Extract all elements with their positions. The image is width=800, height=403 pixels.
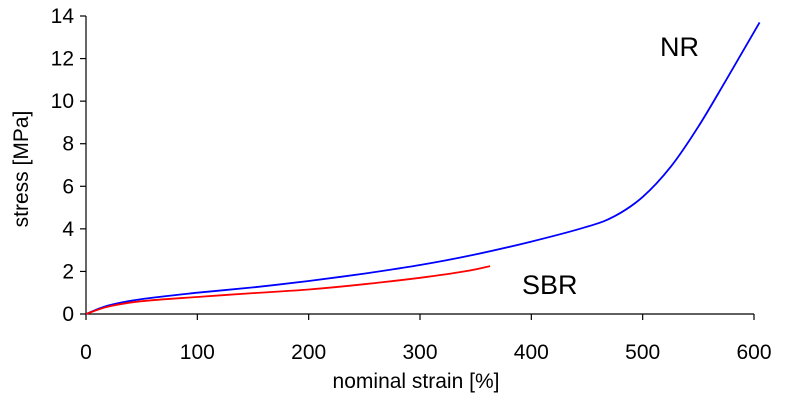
x-axis-title: nominal strain [%] xyxy=(333,370,500,393)
y-tick-label: 14 xyxy=(51,5,75,28)
series-labels: NR SBR xyxy=(522,32,699,300)
series-label-sbr: SBR xyxy=(522,270,578,300)
series-line-nr xyxy=(85,21,761,315)
x-tick-label: 100 xyxy=(180,341,215,364)
y-tick-label: 0 xyxy=(62,303,74,326)
axes xyxy=(85,16,754,315)
y-axis-ticks: 0 2 4 6 8 10 12 14 xyxy=(51,5,86,326)
x-tick-label: 200 xyxy=(291,341,326,364)
y-tick-label: 2 xyxy=(62,260,74,283)
y-tick-label: 6 xyxy=(62,175,74,198)
y-axis-title: stress [MPa] xyxy=(10,111,33,228)
x-tick-label: 500 xyxy=(625,341,660,364)
y-tick-label: 8 xyxy=(62,133,74,156)
x-tick-label: 400 xyxy=(514,341,549,364)
series-line-sbr xyxy=(85,265,491,315)
x-tick-label: 600 xyxy=(736,341,771,364)
y-tick-label: 12 xyxy=(51,48,74,71)
x-tick-label: 300 xyxy=(402,341,437,364)
x-axis-ticks: 0 100 200 300 400 500 600 xyxy=(80,314,772,364)
series-label-nr: NR xyxy=(660,32,699,62)
y-tick-label: 4 xyxy=(62,218,74,241)
series-lines xyxy=(85,21,761,315)
y-tick-label: 10 xyxy=(51,90,74,113)
x-tick-label: 0 xyxy=(80,341,92,364)
